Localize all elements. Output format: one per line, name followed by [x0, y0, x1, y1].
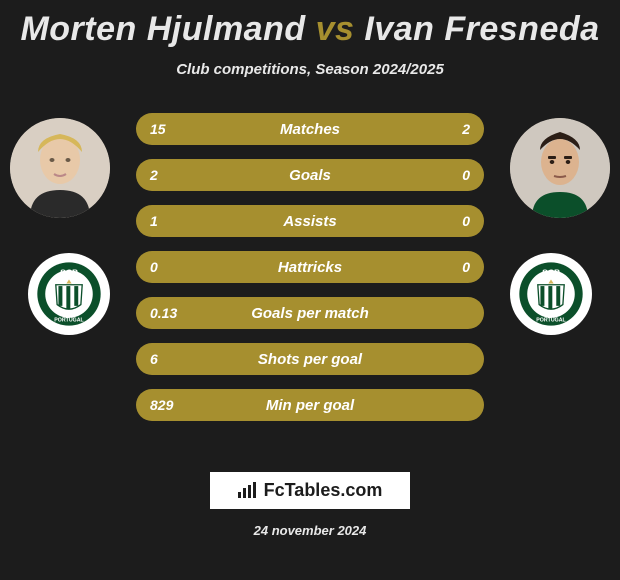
- avatar-placeholder-icon: [10, 118, 110, 218]
- player-left-avatar: [10, 118, 110, 218]
- stat-label: Matches: [280, 121, 340, 138]
- stat-row: 0.13 Goals per match: [136, 297, 484, 329]
- stat-left-value: 0: [150, 259, 186, 275]
- stat-right-value: 0: [434, 259, 470, 275]
- stat-left-value: 2: [150, 167, 186, 183]
- player-left-club-badge: SCP PORTUGAL: [28, 253, 110, 335]
- footer: FcTables.com 24 november 2024: [0, 472, 620, 538]
- stat-label: Assists: [283, 213, 336, 230]
- stat-right-value: 0: [434, 167, 470, 183]
- stat-row: 0 Hattricks 0: [136, 251, 484, 283]
- stat-row: 2 Goals 0: [136, 159, 484, 191]
- stat-row: 6 Shots per goal: [136, 343, 484, 375]
- club-crest-icon: SCP PORTUGAL: [36, 261, 102, 327]
- stat-label: Hattricks: [278, 259, 342, 276]
- stat-row: 1 Assists 0: [136, 205, 484, 237]
- stat-label: Goals: [289, 167, 331, 184]
- player-right-avatar: [510, 118, 610, 218]
- comparison-body: SCP PORTUGAL SCP PORTUGAL 15 Matches 2: [0, 108, 620, 428]
- site-name: FcTables.com: [264, 480, 383, 500]
- stat-right-value: 2: [434, 121, 470, 137]
- svg-text:PORTUGAL: PORTUGAL: [536, 318, 566, 324]
- subtitle: Club competitions, Season 2024/2025: [0, 61, 620, 78]
- site-watermark: FcTables.com: [210, 472, 411, 509]
- stats-list: 15 Matches 2 2 Goals 0 1 Assists 0 0 Hat…: [136, 113, 484, 435]
- player-left-name: Morten Hjulmand: [20, 10, 305, 48]
- chart-icon: [238, 482, 258, 498]
- vs-separator: vs: [316, 10, 355, 48]
- stat-label: Min per goal: [266, 397, 354, 414]
- player-right-name: Ivan Fresneda: [364, 10, 599, 48]
- svg-text:PORTUGAL: PORTUGAL: [54, 318, 84, 324]
- club-crest-icon: SCP PORTUGAL: [518, 261, 584, 327]
- svg-text:SCP: SCP: [60, 268, 78, 278]
- comparison-title: Morten Hjulmand vs Ivan Fresneda: [0, 0, 620, 49]
- stat-left-value: 829: [150, 397, 186, 413]
- stat-left-value: 6: [150, 351, 186, 367]
- snapshot-date: 24 november 2024: [0, 523, 620, 538]
- stat-label: Shots per goal: [258, 351, 362, 368]
- stat-row: 829 Min per goal: [136, 389, 484, 421]
- stat-label: Goals per match: [251, 305, 369, 322]
- svg-text:SCP: SCP: [542, 268, 560, 278]
- stat-row: 15 Matches 2: [136, 113, 484, 145]
- stat-left-value: 15: [150, 121, 186, 137]
- player-right-club-badge: SCP PORTUGAL: [510, 253, 592, 335]
- avatar-placeholder-icon: [510, 118, 610, 218]
- stat-right-value: 0: [434, 213, 470, 229]
- stat-left-value: 0.13: [150, 305, 186, 321]
- stat-left-value: 1: [150, 213, 186, 229]
